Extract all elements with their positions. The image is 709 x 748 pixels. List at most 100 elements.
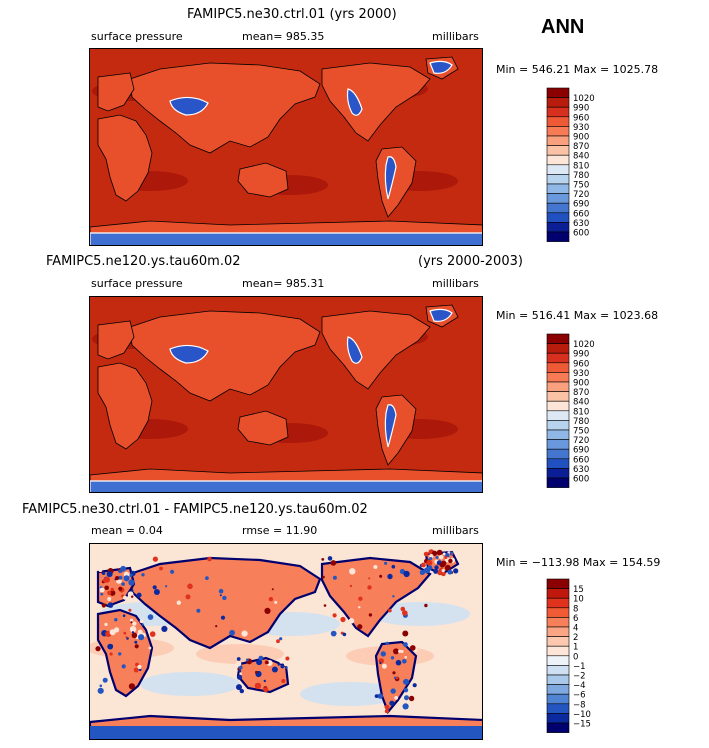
diff-speckle bbox=[141, 623, 144, 626]
diff-speckle bbox=[442, 552, 446, 556]
panel-3-title: FAMIPC5.ne30.ctrl.01 - FAMIPC5.ne120.ys.… bbox=[22, 502, 368, 517]
panel-3-map bbox=[89, 543, 483, 740]
colorbar-band bbox=[546, 578, 570, 589]
colorbar-band bbox=[546, 145, 570, 156]
colorbar-tick-label: 1020 bbox=[573, 340, 595, 350]
colorbar-band bbox=[546, 202, 570, 214]
continent-europe bbox=[97, 320, 135, 360]
diff-speckle bbox=[358, 606, 361, 609]
diff-negative-band bbox=[300, 682, 400, 706]
diff-speckle bbox=[410, 645, 416, 651]
diff-speckle bbox=[434, 565, 439, 570]
diff-speckle bbox=[97, 687, 104, 694]
diff-speckle bbox=[152, 585, 157, 590]
diff-speckle bbox=[279, 659, 284, 664]
colorbar-tick-label: 660 bbox=[573, 209, 589, 219]
diff-speckle bbox=[99, 684, 103, 688]
colorbar-tick-label: −10 bbox=[573, 710, 591, 720]
diff-speckle bbox=[419, 569, 426, 576]
diff-speckle bbox=[220, 615, 226, 620]
colorbar-band bbox=[546, 212, 570, 223]
highland-antarctic-plateau bbox=[90, 480, 482, 492]
diff-speckle bbox=[118, 575, 123, 580]
diff-speckle bbox=[132, 621, 137, 626]
diff-speckle bbox=[125, 636, 128, 639]
panel-1-title: FAMIPC5.ne30.ctrl.01 (yrs 2000) bbox=[187, 7, 397, 22]
colorbar-tick-label: 1 bbox=[573, 643, 578, 653]
colorbar-band bbox=[546, 448, 570, 460]
colorbar-band bbox=[546, 655, 570, 666]
colorbar-band bbox=[546, 231, 570, 242]
diff-speckle bbox=[384, 704, 390, 710]
diff-speckle bbox=[281, 679, 286, 683]
colorbar-band bbox=[546, 97, 570, 108]
diff-speckle bbox=[118, 652, 122, 656]
diff-speckle bbox=[373, 565, 378, 569]
diff-speckle bbox=[171, 639, 174, 641]
panel-3-units-label: millibars bbox=[432, 524, 479, 537]
diff-speckle bbox=[238, 665, 243, 670]
diff-speckle bbox=[349, 568, 356, 575]
diff-speckle bbox=[323, 604, 327, 607]
diff-speckle bbox=[389, 700, 395, 706]
highland-greenland-high bbox=[429, 60, 453, 74]
panel-1-map bbox=[89, 48, 483, 246]
diff-speckle bbox=[123, 575, 130, 582]
panel-2-colorbar: 1020990960930900870840810780750720690660… bbox=[546, 333, 595, 488]
colorbar-band bbox=[546, 87, 570, 98]
colorbar-band bbox=[546, 333, 570, 344]
diff-speckle bbox=[394, 696, 399, 700]
diff-speckle bbox=[114, 618, 118, 622]
colorbar-tick-label: 810 bbox=[573, 161, 589, 171]
colorbar-tick-label: −15 bbox=[573, 720, 591, 730]
diff-speckle bbox=[136, 592, 142, 598]
colorbar-tick-label: 15 bbox=[573, 585, 584, 595]
diff-speckle bbox=[431, 550, 438, 556]
diff-speckle bbox=[131, 595, 134, 598]
diff-speckle bbox=[391, 564, 396, 569]
diff-speckle bbox=[205, 576, 209, 580]
diff-speckle bbox=[115, 576, 120, 581]
diff-speckle bbox=[98, 568, 103, 572]
diff-speckle bbox=[403, 642, 408, 647]
diff-speckle bbox=[437, 570, 443, 576]
diff-speckle bbox=[207, 556, 212, 562]
colorbar-band bbox=[546, 154, 570, 166]
diff-speckle bbox=[137, 664, 142, 670]
colorbar-tick-label: 10 bbox=[573, 595, 584, 605]
colorbar-band bbox=[546, 164, 570, 175]
panel-3-minmax: Min = −113.98 Max = 154.59 bbox=[496, 556, 661, 569]
diff-speckle bbox=[400, 606, 406, 612]
diff-speckle bbox=[153, 589, 160, 595]
diff-speckle bbox=[241, 630, 248, 637]
diff-speckle bbox=[404, 656, 408, 659]
diff-speckle bbox=[135, 662, 139, 667]
diff-speckle bbox=[387, 573, 393, 580]
diff-speckle bbox=[426, 559, 433, 566]
panel-3-mean-label: mean = 0.04 bbox=[91, 524, 163, 537]
diff-speckle bbox=[133, 667, 139, 673]
diff-speckle bbox=[330, 630, 337, 637]
diff-speckle bbox=[219, 594, 222, 597]
diff-speckle bbox=[332, 575, 337, 580]
continent-africa bbox=[97, 114, 153, 202]
diff-speckle bbox=[218, 588, 224, 594]
diff-speckle bbox=[109, 629, 116, 636]
continent-australia bbox=[237, 410, 289, 446]
diff-speckle bbox=[403, 678, 409, 685]
diff-speckle bbox=[141, 573, 145, 577]
diff-speckle bbox=[147, 614, 154, 620]
diff-speckle bbox=[429, 557, 433, 560]
colorbar-tick-label: 780 bbox=[573, 417, 589, 427]
colorbar-tick-label: −2 bbox=[573, 672, 586, 682]
diff-speckle bbox=[441, 571, 446, 577]
diff-speckle bbox=[384, 709, 389, 714]
diff-speckle bbox=[392, 671, 396, 675]
colorbar-band bbox=[546, 183, 570, 194]
colorbar-band bbox=[546, 458, 570, 469]
diff-speckle bbox=[134, 644, 139, 649]
diff-speckle bbox=[435, 556, 439, 559]
diff-speckle bbox=[109, 652, 113, 656]
colorbar-band bbox=[546, 477, 570, 488]
highland-andes bbox=[384, 404, 397, 448]
